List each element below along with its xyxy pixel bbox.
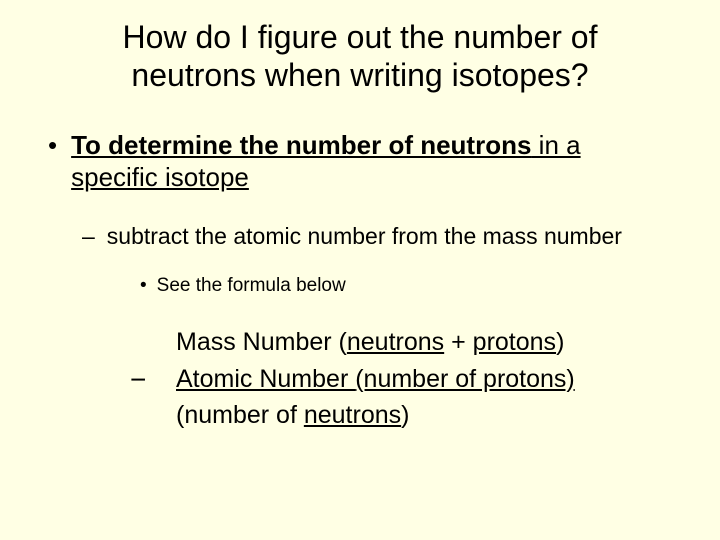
formula-l1-pre: Mass Number ( <box>176 328 347 356</box>
formula-l3-post: ) <box>401 401 409 429</box>
bullet-level-3: • See the formula below <box>140 274 690 299</box>
formula-line-1: Mass Number (neutrons + protons) <box>176 324 575 360</box>
title-line-1: How do I figure out the number of <box>123 19 598 55</box>
formula-l2-protons: (number of protons) <box>355 365 575 393</box>
formula-line-3: (number of neutrons) <box>176 397 575 433</box>
bullet-level-3-text: See the formula below <box>157 274 346 299</box>
bullet-marker-dot-small-icon: • <box>140 274 147 299</box>
minus-sign-icon: − <box>130 324 176 433</box>
formula-l1-mid: + <box>444 328 473 356</box>
bullet-underline-tail: in a <box>531 130 580 160</box>
formula-l3-neutrons: neutrons <box>304 401 401 429</box>
formula-l1-post: ) <box>556 328 564 356</box>
formula-line-2: Atomic Number (number of protons) <box>176 361 575 397</box>
formula-l1-protons: protons <box>473 328 556 356</box>
bullet-bold-underline: To determine the number of neutrons <box>71 130 531 160</box>
title-line-2: neutrons when writing isotopes? <box>131 57 588 93</box>
bullet-marker-dash-icon: – <box>82 222 95 252</box>
bullet-level-2-text: subtract the atomic number from the mass… <box>107 222 622 252</box>
bullet-underline-tail-2: specific isotope <box>71 162 249 192</box>
formula-l2-pre: Atomic Number <box>176 365 355 393</box>
formula-block: − Mass Number (neutrons + protons) Atomi… <box>130 324 690 433</box>
formula-l1-neutrons: neutrons <box>347 328 444 356</box>
formula-lines: Mass Number (neutrons + protons) Atomic … <box>176 324 575 433</box>
bullet-level-2: – subtract the atomic number from the ma… <box>82 222 690 252</box>
slide-title: How do I figure out the number of neutro… <box>70 18 650 95</box>
bullet-marker-dot-icon: • <box>48 129 57 194</box>
formula-l3-pre: (number of <box>176 401 304 429</box>
bullet-level-1-text: To determine the number of neutrons in a… <box>71 129 580 194</box>
bullet-level-1: • To determine the number of neutrons in… <box>48 129 690 194</box>
